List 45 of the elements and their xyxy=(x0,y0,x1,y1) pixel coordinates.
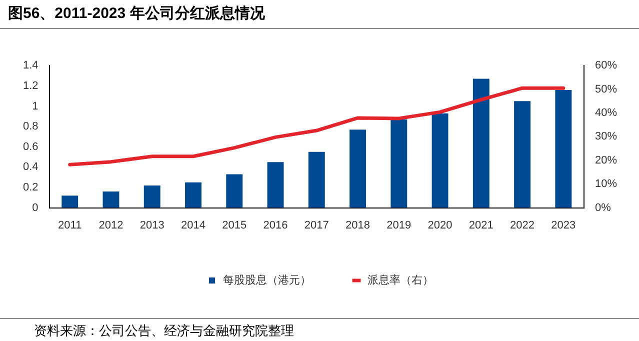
bar xyxy=(514,101,531,208)
bar xyxy=(144,185,160,208)
x-tick-label: 2021 xyxy=(468,219,494,232)
y-tick-label: 0 xyxy=(32,202,38,214)
x-tick-label: 2012 xyxy=(98,219,124,232)
y-tick-label: 1.4 xyxy=(22,60,38,72)
x-tick-label: 2013 xyxy=(140,219,164,232)
y-tick-label: 0.6 xyxy=(22,140,38,153)
x-tick-label: 2017 xyxy=(304,219,329,232)
y-tick-label: 1.2 xyxy=(22,80,38,92)
y-tick-label: 0.2 xyxy=(22,182,38,194)
x-tick-label: 2016 xyxy=(263,219,288,232)
x-tick-label: 2011 xyxy=(58,219,82,232)
bar xyxy=(350,130,366,208)
x-tick-label: 2022 xyxy=(510,219,535,232)
y2-tick-label: 10% xyxy=(594,178,618,190)
bar xyxy=(102,192,120,208)
bar xyxy=(185,182,202,208)
x-tick-label: 2014 xyxy=(181,219,206,232)
y2-tick-label: 60% xyxy=(594,60,618,72)
y2-tick-label: 30% xyxy=(594,130,618,143)
chart-title: 图56、2011-2023 年公司分红派息情况 xyxy=(8,4,265,23)
bar xyxy=(62,196,78,208)
y-tick-label: 1 xyxy=(32,100,38,112)
bar xyxy=(555,90,572,208)
x-tick-label: 2015 xyxy=(222,219,247,232)
bar xyxy=(308,152,325,208)
bar xyxy=(432,113,448,208)
x-tick-label: 2019 xyxy=(386,219,412,232)
y2-tick-label: 40% xyxy=(594,107,618,120)
bar xyxy=(390,119,408,208)
text: 资料来源：公司公告、经济与金融研究院整理 xyxy=(34,322,294,340)
bar xyxy=(267,162,284,208)
x-tick-label: 2023 xyxy=(551,219,576,232)
y2-tick-label: 50% xyxy=(594,83,618,96)
y-tick-label: 0.8 xyxy=(22,120,38,133)
y-tick-label: 0.4 xyxy=(22,161,38,174)
legend-label: 派息率（右） xyxy=(368,274,434,287)
legend-label: 每股股息（港元） xyxy=(223,274,311,287)
x-tick-label: 2020 xyxy=(428,219,452,232)
y2-tick-label: 20% xyxy=(594,154,618,166)
x-tick-label: 2018 xyxy=(346,219,370,232)
bar xyxy=(226,174,243,208)
bar xyxy=(472,78,490,208)
y2-tick-label: 0% xyxy=(594,202,612,214)
